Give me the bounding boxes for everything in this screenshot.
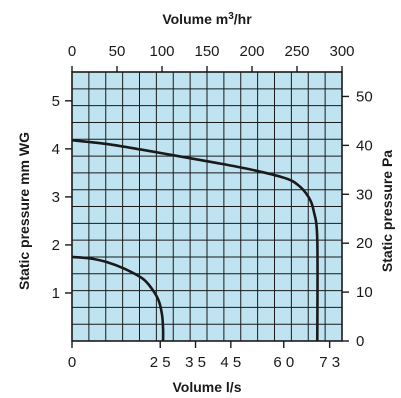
bottom-axis-title: Volume l/s [173, 379, 242, 395]
top-tick-label: 50 [109, 43, 126, 60]
bottom-tick-label: 2 5 [150, 354, 171, 371]
top-axis-ticks: 0 50 100 150 200 250 300 [68, 43, 355, 72]
bottom-tick-label: 0 [68, 354, 76, 371]
right-tick-label: 30 [356, 186, 373, 203]
bottom-tick-label: 4 5 [220, 354, 241, 371]
top-axis-title: Volume m3/hr [162, 11, 252, 27]
right-tick-label: 20 [356, 235, 373, 252]
left-tick-label: 2 [52, 237, 60, 254]
right-axis-title: Static pressure Pa [379, 150, 395, 272]
top-tick-label: 200 [239, 43, 264, 60]
fan-curve-line-2 [71, 255, 165, 342]
left-axis-title: Static pressure mm WG [16, 132, 32, 290]
grid [72, 72, 342, 341]
bottom-tick-label: 3 5 [185, 354, 206, 371]
top-tick-label: 0 [68, 43, 76, 60]
right-tick-label: 40 [356, 137, 373, 154]
bottom-tick-label: 7 3 [319, 354, 340, 371]
top-tick-label: 250 [284, 43, 309, 60]
top-tick-label: 300 [329, 43, 354, 60]
top-tick-label: 100 [149, 43, 174, 60]
left-tick-label: 4 [52, 141, 60, 158]
left-tick-label: 1 [52, 285, 60, 302]
bottom-axis-ticks: 0 2 5 3 5 4 5 6 0 7 3 [68, 341, 340, 371]
left-tick-label: 3 [52, 189, 60, 206]
right-axis-ticks: 0 10 20 30 40 50 [342, 88, 373, 350]
right-tick-label: 10 [356, 284, 373, 301]
left-tick-label: 5 [52, 93, 60, 110]
curves [71, 138, 319, 342]
right-tick-label: 50 [356, 88, 373, 105]
top-tick-label: 150 [194, 43, 219, 60]
fan-curve-line-1 [71, 138, 319, 342]
left-axis-ticks: 1 2 3 4 5 [52, 93, 72, 302]
bottom-tick-label: 6 0 [273, 354, 294, 371]
right-tick-label: 0 [356, 333, 364, 350]
